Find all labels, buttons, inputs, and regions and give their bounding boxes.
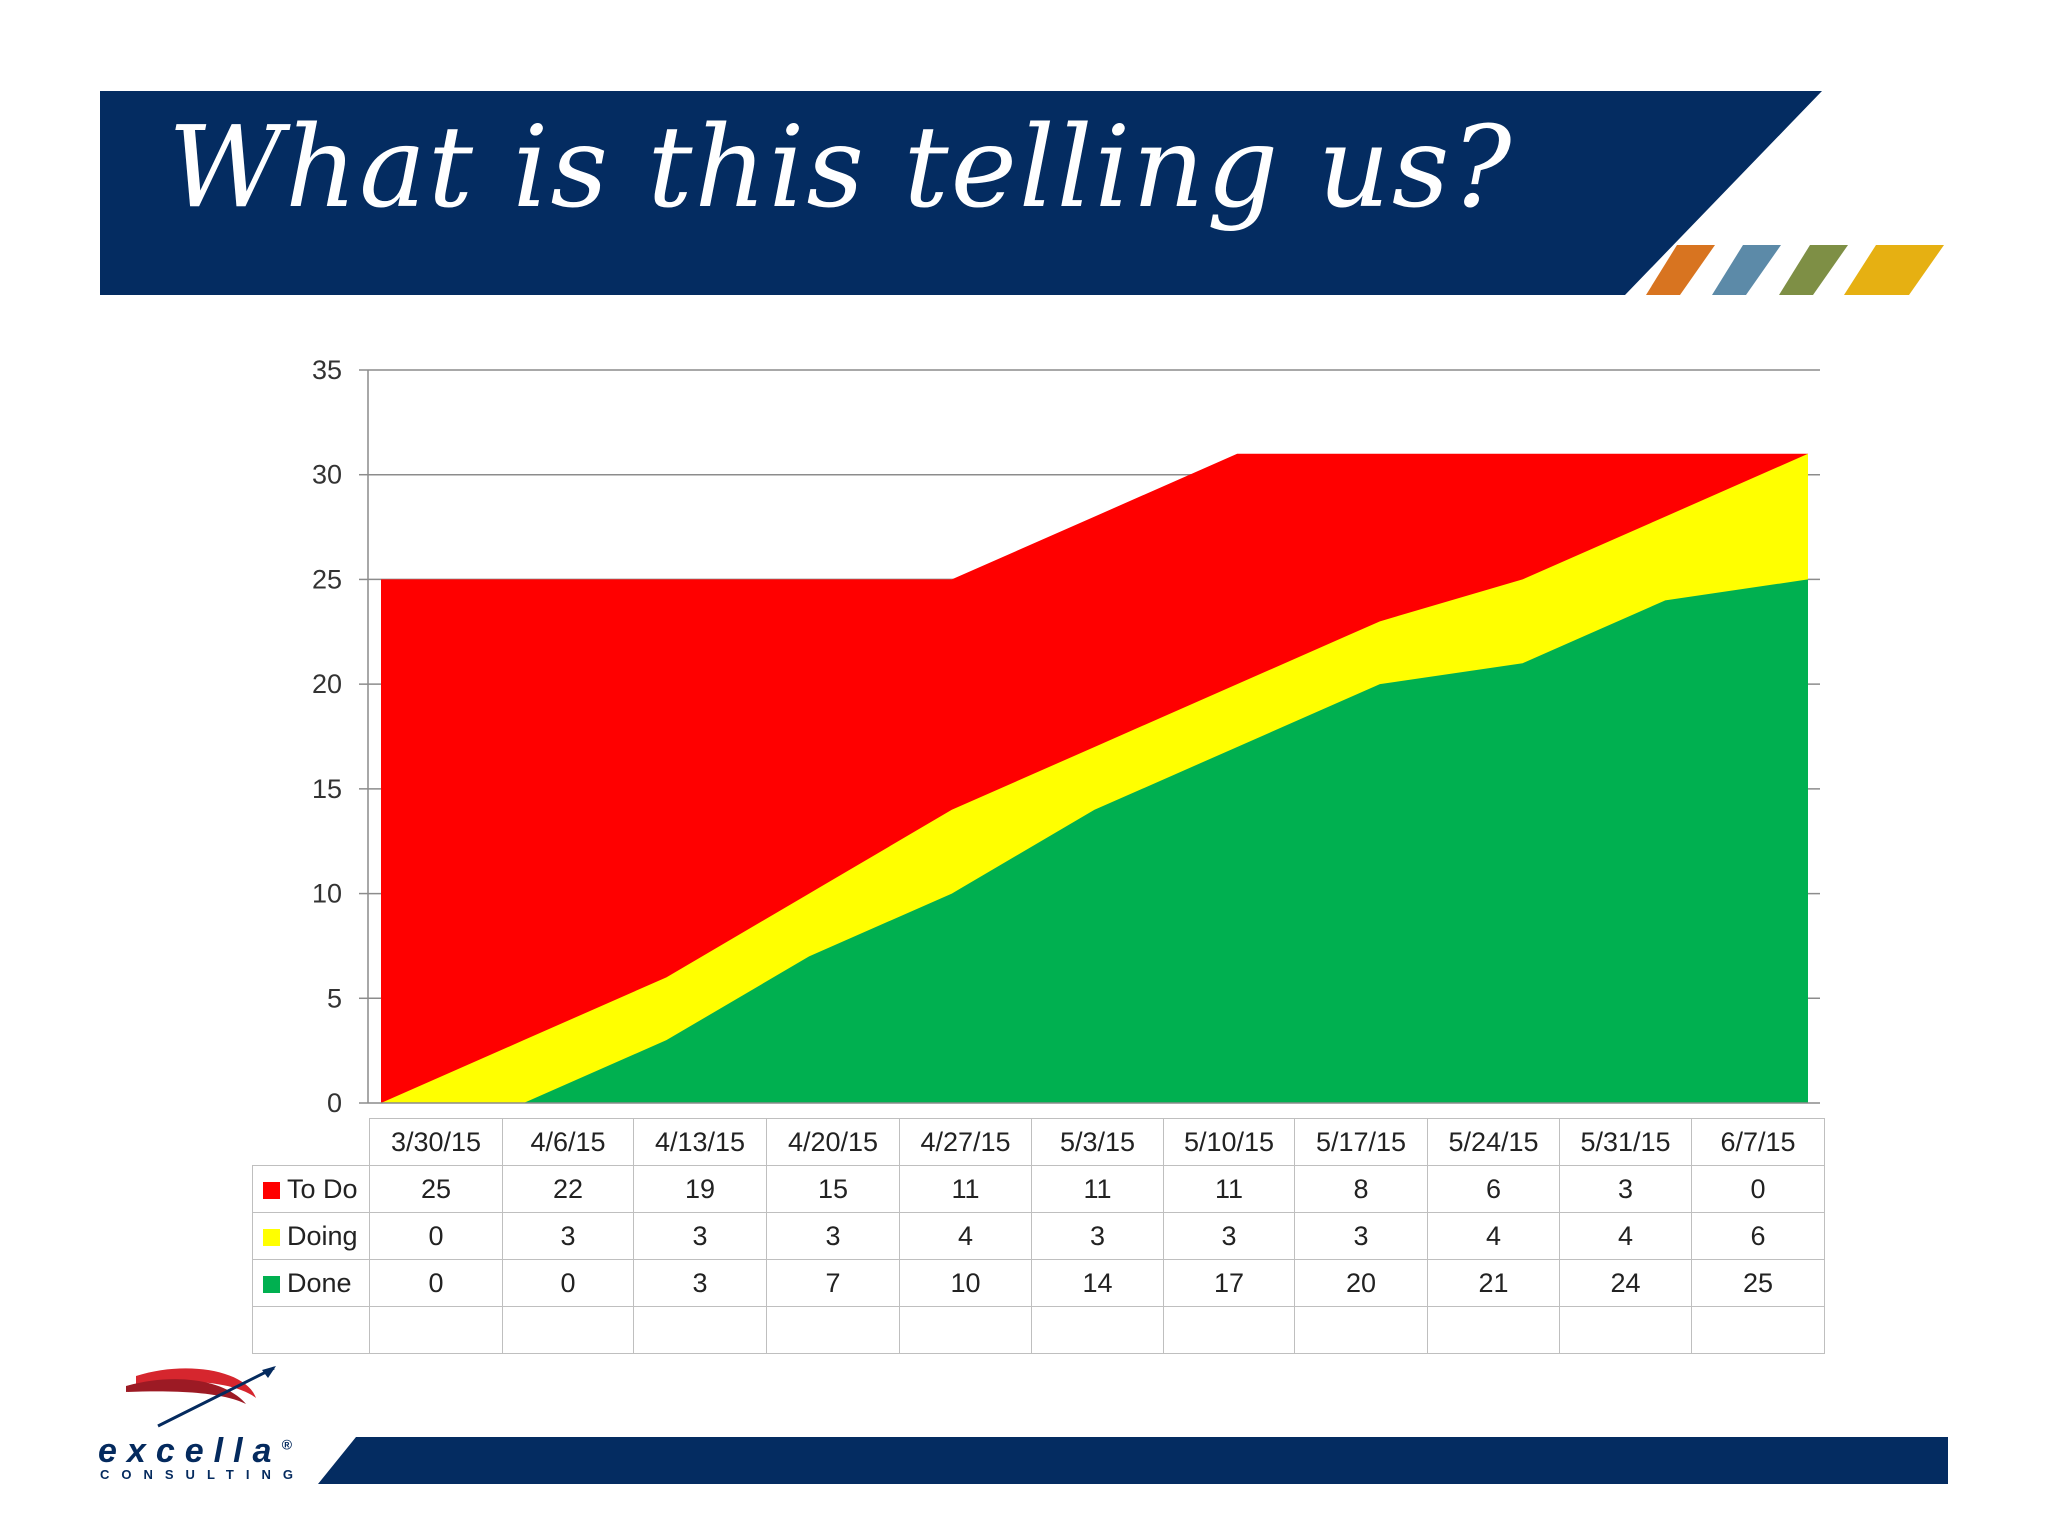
x-category-label: 5/3/15 — [1031, 1118, 1164, 1166]
y-tick-label-20: 20 — [312, 669, 342, 699]
data-value: 3 — [766, 1212, 900, 1260]
data-value: 15 — [766, 1165, 900, 1213]
table-row-to-do: To Do 25 22 19 15 11 11 11 8 6 3 0 — [252, 1165, 1825, 1213]
data-value: 10 — [899, 1259, 1032, 1307]
x-category-label: 5/24/15 — [1427, 1118, 1560, 1166]
x-category-label: 4/6/15 — [502, 1118, 634, 1166]
table-row-done: Done 0 0 3 7 10 14 17 20 21 24 25 — [252, 1259, 1825, 1307]
data-value: 4 — [1427, 1212, 1560, 1260]
data-value: 20 — [1294, 1259, 1428, 1307]
legend-swatch — [263, 1228, 280, 1246]
data-value: 11 — [899, 1165, 1032, 1213]
data-value: 3 — [633, 1259, 767, 1307]
table-empty-row — [252, 1306, 1825, 1354]
data-value: 0 — [502, 1259, 634, 1307]
x-category-label: 5/10/15 — [1163, 1118, 1295, 1166]
area-series-done — [381, 579, 1808, 1103]
data-value: 25 — [1691, 1259, 1825, 1307]
data-value: 17 — [1163, 1259, 1295, 1307]
data-value: 22 — [502, 1165, 634, 1213]
data-value: 6 — [1427, 1165, 1560, 1213]
x-category-label: 5/31/15 — [1559, 1118, 1692, 1166]
x-category-label: 5/17/15 — [1294, 1118, 1428, 1166]
legend-entry: To Do — [252, 1165, 370, 1213]
data-value: 3 — [1163, 1212, 1295, 1260]
banner-shape — [100, 91, 1822, 295]
x-category-label: 4/13/15 — [633, 1118, 767, 1166]
data-value: 3 — [502, 1212, 634, 1260]
data-value: 4 — [899, 1212, 1032, 1260]
data-value: 3 — [633, 1212, 767, 1260]
data-value: 3 — [1031, 1212, 1164, 1260]
stripe-gold — [1844, 245, 1944, 295]
data-value: 7 — [766, 1259, 900, 1307]
chart-data-table: 3/30/15 4/6/15 4/13/15 4/20/15 4/27/15 5/3/15… — [252, 1118, 1825, 1354]
stacked-area-chart: 0 5 10 15 20 25 30 35 — [312, 355, 1820, 1118]
x-category-label: 3/30/15 — [369, 1118, 503, 1166]
data-value: 21 — [1427, 1259, 1560, 1307]
data-value: 24 — [1559, 1259, 1692, 1307]
x-category-label: 4/20/15 — [766, 1118, 900, 1166]
table-row-doing: Doing 0 3 3 3 4 3 3 3 4 4 6 — [252, 1212, 1825, 1260]
data-value: 3 — [1294, 1212, 1428, 1260]
stripe-olive — [1779, 245, 1848, 295]
logo-subtitle: CONSULTING — [100, 1467, 305, 1482]
y-tick-label-5: 5 — [327, 983, 342, 1013]
data-value: 11 — [1163, 1165, 1295, 1213]
legend-entry: Doing — [252, 1212, 370, 1260]
data-value: 19 — [633, 1165, 767, 1213]
data-value: 11 — [1031, 1165, 1164, 1213]
data-value: 3 — [1559, 1165, 1692, 1213]
y-tick-label-35: 35 — [312, 355, 342, 385]
y-tick-label-15: 15 — [312, 774, 342, 804]
stripe-orange — [1646, 245, 1715, 295]
table-header-row: 3/30/15 4/6/15 4/13/15 4/20/15 4/27/15 5/3/15… — [252, 1118, 1825, 1166]
data-value: 14 — [1031, 1259, 1164, 1307]
y-tick-label-25: 25 — [312, 564, 342, 594]
legend-entry: Done — [252, 1259, 370, 1307]
x-category-label: 4/27/15 — [899, 1118, 1032, 1166]
y-axis-ticks: 0 5 10 15 20 25 30 35 — [312, 355, 368, 1118]
x-category-label: 6/7/15 — [1691, 1118, 1825, 1166]
logo-wordmark: excella® — [98, 1432, 292, 1470]
legend-swatch — [263, 1275, 280, 1293]
title-banner — [100, 91, 1944, 295]
data-value: 25 — [369, 1165, 503, 1213]
y-tick-label-0: 0 — [327, 1088, 342, 1118]
data-value: 6 — [1691, 1212, 1825, 1260]
y-tick-label-10: 10 — [312, 879, 342, 909]
data-value: 0 — [1691, 1165, 1825, 1213]
legend-swatch — [263, 1181, 280, 1199]
data-value: 8 — [1294, 1165, 1428, 1213]
excella-logo-swoosh — [126, 1366, 276, 1428]
series-areas — [381, 453, 1808, 1103]
data-value: 4 — [1559, 1212, 1692, 1260]
data-value: 0 — [369, 1212, 503, 1260]
data-value: 0 — [369, 1259, 503, 1307]
page-title: What is this telling us? — [168, 103, 1514, 233]
axes — [367, 370, 1820, 1104]
stripe-blue — [1712, 245, 1781, 295]
y-tick-label-30: 30 — [312, 460, 342, 490]
